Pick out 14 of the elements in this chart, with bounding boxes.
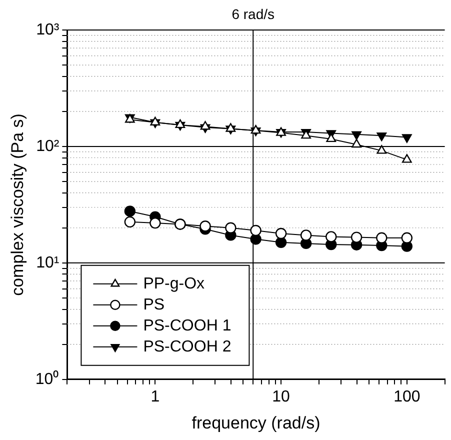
x-axis-title: frequency (rad/s) [192,413,320,432]
y-tick-label: 10³ [36,21,60,38]
legend-label: PS [143,296,165,314]
y-axis-title: complex viscosity (Pa s) [8,114,27,296]
x-tick-label: 1 [150,388,160,406]
y-tick-label: 10² [36,138,60,155]
y-tick-label: 10⁰ [35,370,60,388]
y-tick-label: 10¹ [36,254,60,272]
legend-label: PP-g-Ox [143,275,205,292]
legend-label: PS-COOH 2 [143,338,232,356]
x-tick-label: 10 [272,388,290,406]
ref-line-label: 6 rad/s [232,6,275,22]
legend-label: PS-COOH 1 [143,317,232,334]
x-tick-label: 100 [394,388,420,406]
